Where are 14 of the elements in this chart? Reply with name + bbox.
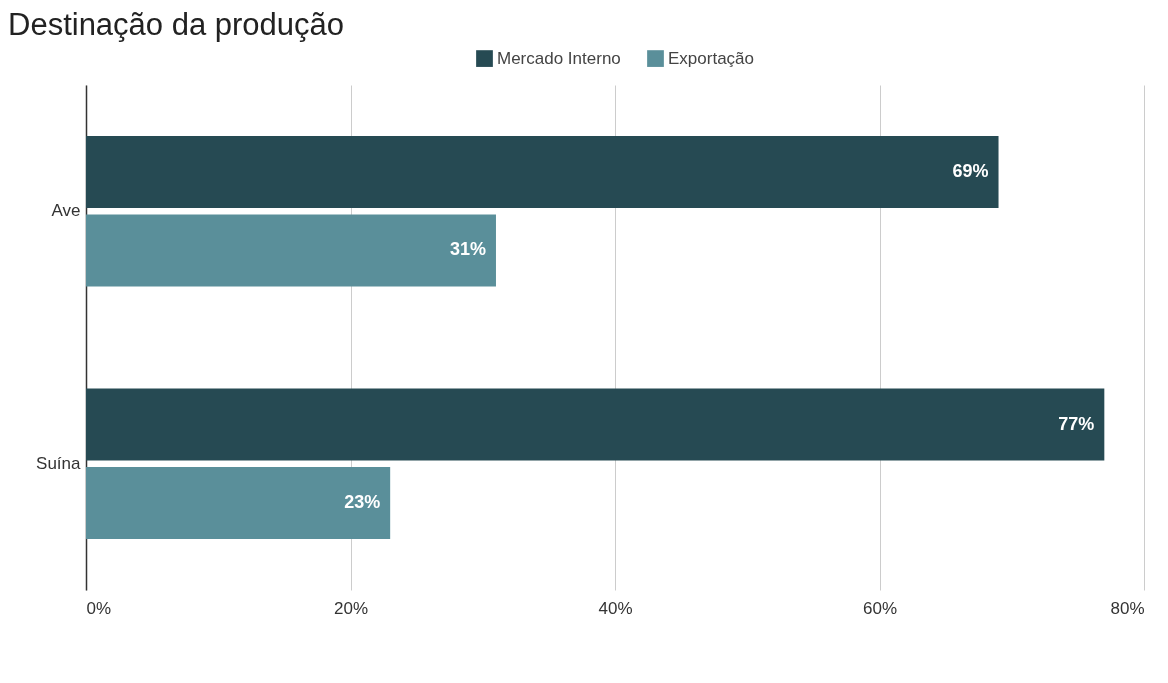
legend-label: Exportação bbox=[668, 48, 754, 68]
y-tick-label: Ave bbox=[51, 201, 81, 221]
data-label: 23% bbox=[344, 491, 381, 512]
data-label: 31% bbox=[449, 239, 486, 260]
x-tick-label: 0% bbox=[86, 598, 112, 618]
legend-label: Mercado Interno bbox=[497, 48, 621, 68]
chart-title: Destinação da produção bbox=[8, 7, 345, 42]
x-tick-label: 40% bbox=[598, 598, 633, 618]
data-label: 77% bbox=[1058, 413, 1095, 434]
x-tick-label: 20% bbox=[333, 598, 369, 618]
y-tick-label: Suína bbox=[36, 453, 82, 473]
x-tick-label: 80% bbox=[1110, 598, 1145, 618]
x-tick-label: 60% bbox=[862, 598, 898, 618]
data-label: 69% bbox=[952, 161, 989, 182]
